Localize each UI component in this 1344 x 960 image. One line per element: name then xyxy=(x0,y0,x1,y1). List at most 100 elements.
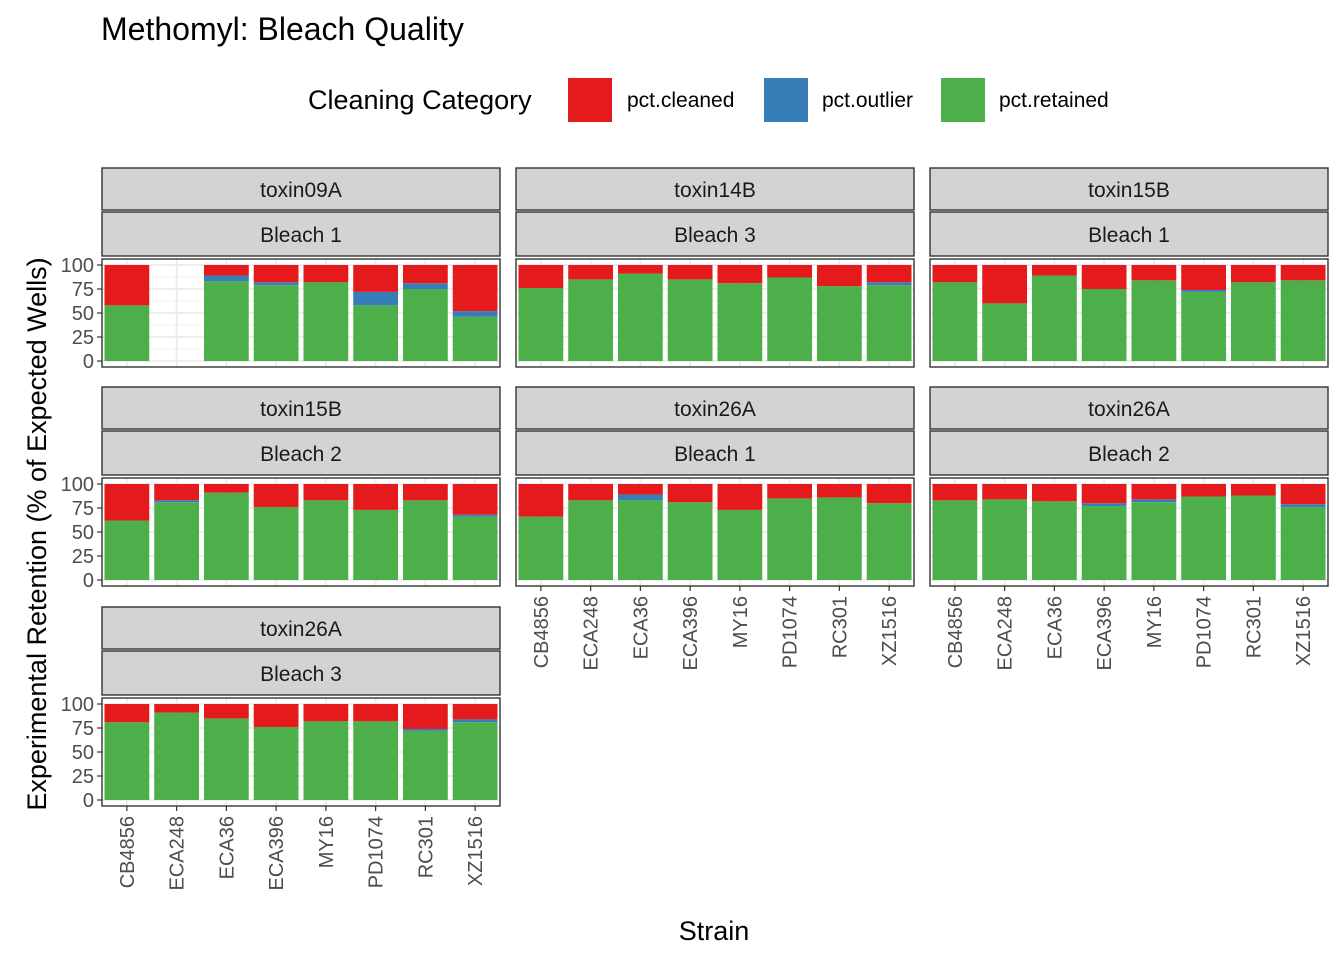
bar-cleaned-eca396 xyxy=(667,265,713,280)
x-tick-label: XZ1516 xyxy=(1293,596,1315,666)
plot-border xyxy=(929,258,1329,368)
bar-retained-xz1516 xyxy=(866,503,912,580)
bar-outlier-eca396 xyxy=(253,282,299,286)
strip-toxin-label: toxin15B xyxy=(1088,179,1170,202)
bar-cleaned-my16 xyxy=(303,484,349,501)
bar-retained-pd1074 xyxy=(767,277,813,361)
x-tick-label: ECA36 xyxy=(630,596,652,659)
bar-cleaned-eca248 xyxy=(982,265,1028,304)
bar-retained-xz1516 xyxy=(452,516,498,580)
bar-retained-rc301 xyxy=(1230,495,1276,580)
bar-retained-xz1516 xyxy=(452,316,498,361)
y-tick-label: 100 xyxy=(61,255,94,277)
bar-cleaned-my16 xyxy=(303,265,349,283)
y-tick-label: 25 xyxy=(72,766,94,788)
x-tick-label: PD1074 xyxy=(780,596,802,668)
strip-toxin xyxy=(101,606,501,650)
x-tick-label: ECA396 xyxy=(1094,596,1116,671)
bar-retained-pd1074 xyxy=(1181,291,1227,361)
bar-retained-eca396 xyxy=(253,507,299,580)
y-tick-label: 50 xyxy=(72,522,94,544)
bar-retained-eca36 xyxy=(203,718,249,800)
strip-bleach xyxy=(101,650,501,696)
bar-outlier-eca36 xyxy=(203,275,249,282)
x-tick-label: MY16 xyxy=(1144,596,1166,648)
bar-cleaned-xz1516 xyxy=(866,265,912,283)
bar-cleaned-rc301 xyxy=(1230,484,1276,496)
bar-cleaned-eca36 xyxy=(203,265,249,276)
strip-toxin xyxy=(515,167,915,211)
y-tick-label: 0 xyxy=(83,570,94,592)
bar-retained-eca248 xyxy=(982,499,1028,580)
bar-retained-eca36 xyxy=(617,500,663,580)
bar-cleaned-rc301 xyxy=(402,484,448,501)
bar-cleaned-rc301 xyxy=(1230,265,1276,283)
bar-cleaned-my16 xyxy=(1131,265,1177,281)
bar-retained-cb4856 xyxy=(104,722,150,800)
bar-cleaned-eca396 xyxy=(667,484,713,503)
bar-cleaned-eca396 xyxy=(253,704,299,728)
bar-cleaned-pd1074 xyxy=(353,484,399,510)
legend-label-pct-outlier: pct.outlier xyxy=(822,89,913,112)
bar-cleaned-rc301 xyxy=(402,704,448,729)
strip-toxin-label: toxin26A xyxy=(674,398,756,421)
bar-retained-my16 xyxy=(303,721,349,800)
bar-cleaned-pd1074 xyxy=(1181,265,1227,290)
bar-cleaned-eca248 xyxy=(154,484,200,501)
bar-retained-xz1516 xyxy=(866,285,912,361)
strip-bleach-label: Bleach 1 xyxy=(1088,224,1170,247)
chart-title: Methomyl: Bleach Quality xyxy=(101,11,464,47)
bar-outlier-rc301 xyxy=(402,728,448,731)
strip-bleach xyxy=(929,211,1329,257)
y-tick-label: 0 xyxy=(83,351,94,373)
bar-retained-eca36 xyxy=(1031,275,1077,361)
strip-bleach xyxy=(101,211,501,257)
strip-toxin-label: toxin14B xyxy=(674,179,756,202)
x-tick-label: ECA396 xyxy=(266,816,288,891)
bar-retained-eca396 xyxy=(1081,506,1127,580)
x-tick-label: XZ1516 xyxy=(465,816,487,886)
y-tick-label: 25 xyxy=(72,327,94,349)
bar-cleaned-rc301 xyxy=(816,265,862,287)
facet-panel-toxin14B-bleach-3: toxin14B Bleach 3 xyxy=(515,167,915,368)
bar-retained-eca36 xyxy=(617,273,663,361)
bar-retained-rc301 xyxy=(402,730,448,800)
x-tick-label: ECA36 xyxy=(1044,596,1066,659)
bar-outlier-eca396 xyxy=(1081,503,1127,507)
bar-retained-eca396 xyxy=(667,502,713,580)
x-tick-label: RC301 xyxy=(415,816,437,878)
bar-cleaned-xz1516 xyxy=(1280,484,1326,505)
bar-cleaned-pd1074 xyxy=(767,265,813,278)
bar-cleaned-cb4856 xyxy=(518,265,564,289)
bar-retained-my16 xyxy=(717,283,763,361)
bar-cleaned-eca396 xyxy=(253,484,299,508)
strip-toxin xyxy=(929,167,1329,211)
strip-bleach xyxy=(515,211,915,257)
x-tick-label: ECA396 xyxy=(680,596,702,671)
strip-bleach-label: Bleach 3 xyxy=(260,663,342,686)
bar-cleaned-rc301 xyxy=(402,265,448,284)
strip-bleach xyxy=(101,430,501,476)
y-tick-label: 75 xyxy=(72,718,94,740)
legend: Cleaning Category pct.cleaned pct.outlie… xyxy=(308,78,1109,122)
bar-retained-xz1516 xyxy=(1280,280,1326,361)
x-tick-label: MY16 xyxy=(730,596,752,648)
y-tick-label: 50 xyxy=(72,742,94,764)
bar-outlier-rc301 xyxy=(402,283,448,289)
strip-bleach-label: Bleach 2 xyxy=(260,443,342,466)
bar-retained-pd1074 xyxy=(353,509,399,580)
legend-label-pct-cleaned: pct.cleaned xyxy=(627,89,734,112)
legend-swatch-pct-outlier xyxy=(764,78,808,122)
bar-cleaned-eca36 xyxy=(203,484,249,493)
bar-cleaned-my16 xyxy=(303,704,349,722)
bar-retained-my16 xyxy=(717,509,763,580)
bar-outlier-xz1516 xyxy=(452,719,498,723)
x-tick-label: RC301 xyxy=(829,596,851,658)
bar-cleaned-eca36 xyxy=(203,704,249,719)
strip-bleach xyxy=(929,430,1329,476)
strip-bleach-label: Bleach 3 xyxy=(674,224,756,247)
bar-outlier-eca36 xyxy=(617,494,663,501)
x-tick-label: CB4856 xyxy=(531,596,553,668)
bar-cleaned-cb4856 xyxy=(104,484,150,521)
bar-cleaned-eca248 xyxy=(568,484,614,501)
